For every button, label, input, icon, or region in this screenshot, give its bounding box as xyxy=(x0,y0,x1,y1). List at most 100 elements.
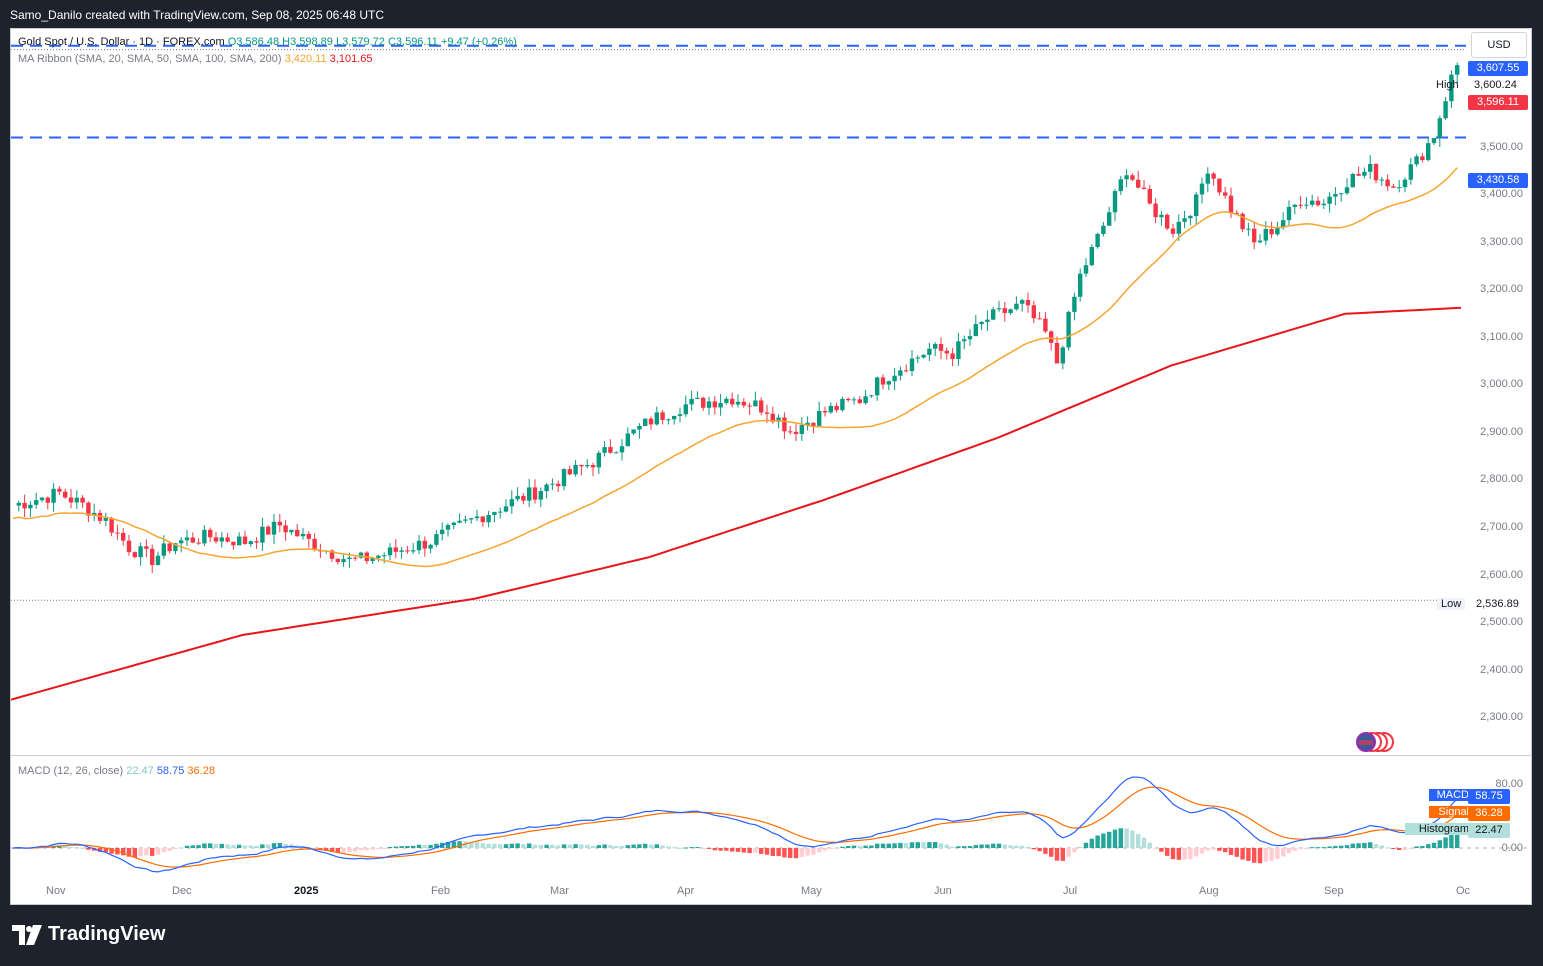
candle-body xyxy=(527,487,532,501)
candle-body xyxy=(1002,308,1007,314)
macd-histogram-bar xyxy=(411,845,416,848)
macd-histogram-bar xyxy=(1304,848,1309,849)
macd-histogram-bar xyxy=(150,848,155,856)
candle-body xyxy=(295,529,300,537)
macd-histogram-bar xyxy=(753,848,758,853)
symbol-legend: Gold Spot / U.S. Dollar · 1D · FOREX.com… xyxy=(18,36,517,48)
candle-body xyxy=(1008,309,1013,314)
candle-body xyxy=(260,526,265,543)
candle-body xyxy=(1147,188,1152,204)
candle-body xyxy=(1449,74,1454,102)
candle-body xyxy=(1194,194,1199,216)
macd-histogram-bar xyxy=(567,844,572,848)
candle-body xyxy=(103,517,108,521)
macd-histogram-bar xyxy=(1333,845,1338,848)
chart-frame[interactable]: Gold Spot / U.S. Dollar · 1D · FOREX.com… xyxy=(10,28,1532,905)
macd-histogram-bar xyxy=(1292,848,1297,851)
macd-histogram-bar xyxy=(532,844,538,848)
events-flag-icon[interactable] xyxy=(1356,731,1402,753)
candle-body xyxy=(1217,178,1222,193)
macd-histogram-bar xyxy=(817,848,822,853)
candle-body xyxy=(1327,196,1332,204)
currency-button[interactable]: USD xyxy=(1471,32,1527,58)
tradingview-logo[interactable]: TradingView xyxy=(12,923,165,946)
ma2-value: 3,101.65 xyxy=(329,53,373,65)
macd-line xyxy=(12,776,1458,873)
macd-histogram-bar xyxy=(979,844,984,848)
candle-body xyxy=(1118,179,1123,192)
candle-body xyxy=(1205,173,1210,184)
macd-histogram-bar xyxy=(86,848,91,850)
y-tick: 3,500.00 xyxy=(1480,141,1523,153)
candle-body xyxy=(1037,318,1042,320)
macd-histogram-bar xyxy=(1240,848,1245,860)
macd-histogram-bar xyxy=(1020,845,1025,848)
macd-histogram-bar xyxy=(909,842,915,848)
candle-body xyxy=(329,550,335,559)
y-tick: 2,300.00 xyxy=(1480,711,1523,723)
candle-body xyxy=(126,540,132,553)
macd-histogram-bar xyxy=(179,847,184,849)
macd-histogram-bar xyxy=(132,848,137,858)
macd-histogram-bar xyxy=(1008,845,1013,848)
candle-body xyxy=(237,536,242,546)
candle-body xyxy=(1321,203,1326,206)
macd-histogram-bar xyxy=(1112,829,1118,848)
candle-body xyxy=(1188,215,1193,219)
upper-level-tag: 3,607.55 xyxy=(1468,61,1528,76)
macd-histogram-bar xyxy=(695,847,700,849)
macd-histogram-bar xyxy=(445,841,451,848)
macd-histogram-bar xyxy=(1205,848,1210,851)
macd-histogram-bar xyxy=(1176,848,1181,860)
macd-histogram-bar xyxy=(602,844,607,848)
price-chart[interactable] xyxy=(11,29,1532,905)
candle-body xyxy=(57,488,62,492)
candle-body xyxy=(875,377,880,396)
macd-histogram-bar xyxy=(1449,833,1454,848)
macd-histogram-bar xyxy=(1153,848,1158,849)
macd-histogram-bar xyxy=(863,845,868,848)
candle-body xyxy=(1043,318,1048,332)
y-tick: 2,500.00 xyxy=(1480,616,1523,628)
candle-body xyxy=(950,353,955,360)
macd-histogram-bar xyxy=(793,848,799,859)
macd-histogram-bar xyxy=(643,843,648,848)
candle-body xyxy=(376,555,381,558)
candle-body xyxy=(68,497,74,503)
macd-y-tick: 0.00 xyxy=(1501,842,1523,854)
macd-histogram-bar xyxy=(985,844,990,848)
macd-histogram-bar xyxy=(1124,828,1129,848)
ma1-value: 3,420.11 xyxy=(284,53,327,65)
candle-body xyxy=(509,499,514,507)
candle-body xyxy=(927,348,932,355)
candle-body xyxy=(184,537,190,541)
macd-histogram-bar xyxy=(144,848,149,856)
candle-body xyxy=(51,488,56,503)
low-value: 2,536.89 xyxy=(1476,598,1519,610)
candle-body xyxy=(573,464,578,475)
candle-body xyxy=(155,555,161,565)
macd-histogram-bar xyxy=(521,844,526,848)
macd-histogram-bar xyxy=(324,848,329,851)
pane-separator[interactable] xyxy=(11,755,1531,756)
candle-body xyxy=(933,344,938,349)
macd-histogram-bar xyxy=(538,844,543,848)
candle-body xyxy=(619,446,625,453)
macd-histogram-bar xyxy=(788,848,793,858)
candle-body xyxy=(1333,193,1338,197)
macd-histogram-bar xyxy=(880,843,886,848)
candle-body xyxy=(1176,221,1181,234)
high-label: High xyxy=(1436,79,1459,91)
candle-body xyxy=(179,540,184,544)
candle-body xyxy=(544,484,549,492)
x-tick: Aug xyxy=(1199,885,1219,897)
macd-histogram-bar xyxy=(1159,848,1164,852)
macd-histogram-bar xyxy=(498,844,503,848)
macd-histogram-bar xyxy=(689,847,694,849)
macd-histogram-bar xyxy=(648,844,654,848)
y-tick: 2,400.00 xyxy=(1480,664,1523,676)
macd-histogram-bar xyxy=(242,845,248,848)
macd-hist-value: 22.47 xyxy=(126,765,154,777)
candle-body xyxy=(706,401,712,408)
macd-histogram-bar xyxy=(1037,848,1042,852)
